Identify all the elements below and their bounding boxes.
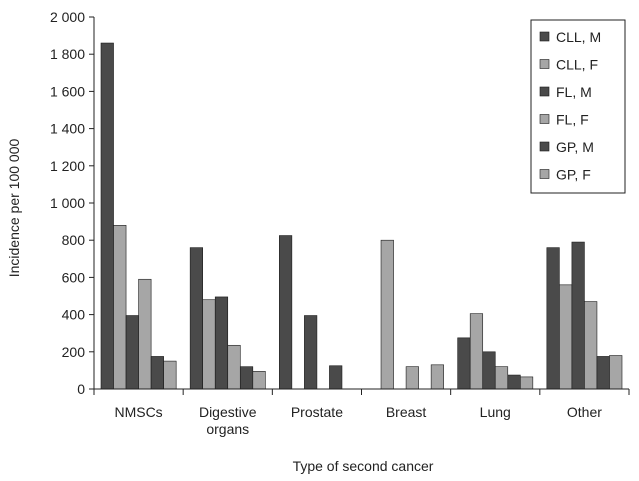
bars-group (100, 42, 623, 390)
bar (202, 299, 216, 390)
y-tick-label: 2 000 (50, 9, 85, 25)
bar (507, 374, 521, 390)
bar (279, 235, 293, 390)
legend-swatch (539, 86, 550, 97)
bar (469, 313, 484, 390)
x-tick-label: organs (206, 421, 249, 437)
x-tick-label: Prostate (291, 404, 343, 420)
y-tick-label: 1 800 (50, 46, 85, 62)
legend-label: CLL, M (556, 29, 601, 45)
bar (163, 360, 177, 390)
bar (482, 351, 496, 390)
bar (125, 315, 139, 390)
legend-swatch (539, 169, 550, 179)
legend-label: FL, M (556, 84, 592, 100)
bar (304, 315, 318, 390)
legend-swatch (539, 31, 550, 42)
bar (494, 366, 509, 390)
bar (150, 356, 164, 390)
x-tick-label: Lung (480, 404, 511, 420)
bar (546, 247, 560, 390)
bar (584, 301, 598, 390)
bar (113, 225, 127, 390)
x-tick-label: Other (567, 404, 602, 420)
bar (239, 366, 254, 390)
legend-swatch (539, 59, 550, 69)
bar (405, 366, 419, 390)
bar (329, 365, 343, 390)
bar (100, 42, 114, 390)
plot-area: 0 200 400 600 800 1 000 1 200 1 400 1 600 1 800 2 … (50, 9, 630, 437)
bar (520, 376, 534, 390)
y-tick-label: 400 (62, 307, 86, 323)
y-tick-label: 0 (77, 381, 85, 397)
y-tick-label: 1 400 (50, 121, 85, 137)
bar (189, 247, 203, 390)
bar (227, 344, 241, 390)
legend-swatch (539, 141, 550, 152)
y-tick-label: 1 000 (50, 195, 85, 211)
y-tick-label: 800 (62, 232, 86, 248)
y-tick-label: 600 (62, 269, 86, 285)
y-ticks-group: 0 200 400 600 800 1 000 1 200 1 400 1 600 1 800 2 … (50, 9, 94, 397)
legend-label: GP, M (556, 139, 594, 155)
bar (571, 241, 585, 390)
bar (214, 296, 229, 390)
y-tick-label: 200 (62, 344, 86, 360)
legend-box (530, 19, 626, 194)
x-tick-label: Digestive (199, 404, 257, 420)
bar (609, 355, 623, 390)
y-tick-label: 1 600 (50, 83, 85, 99)
legend-label: FL, F (556, 112, 589, 128)
bar (596, 356, 610, 390)
bar (252, 371, 266, 390)
y-tick-label: 1 200 (50, 158, 85, 174)
legend-label: GP, F (556, 167, 591, 183)
y-axis-label: Incidence per 100 000 (6, 139, 22, 278)
bar (138, 278, 152, 390)
bar (430, 364, 444, 390)
x-tick-label: NMSCs (114, 404, 162, 420)
bar (559, 284, 573, 390)
bar (457, 337, 471, 390)
legend: CLL, M CLL, F FL, M FL, F GP, M GP, F (530, 19, 626, 194)
x-axis-label: Type of second cancer (293, 458, 434, 474)
x-tick-label: Breast (386, 404, 427, 420)
legend-swatch (539, 114, 550, 124)
legend-label: CLL, F (556, 57, 598, 73)
bar (380, 239, 394, 390)
